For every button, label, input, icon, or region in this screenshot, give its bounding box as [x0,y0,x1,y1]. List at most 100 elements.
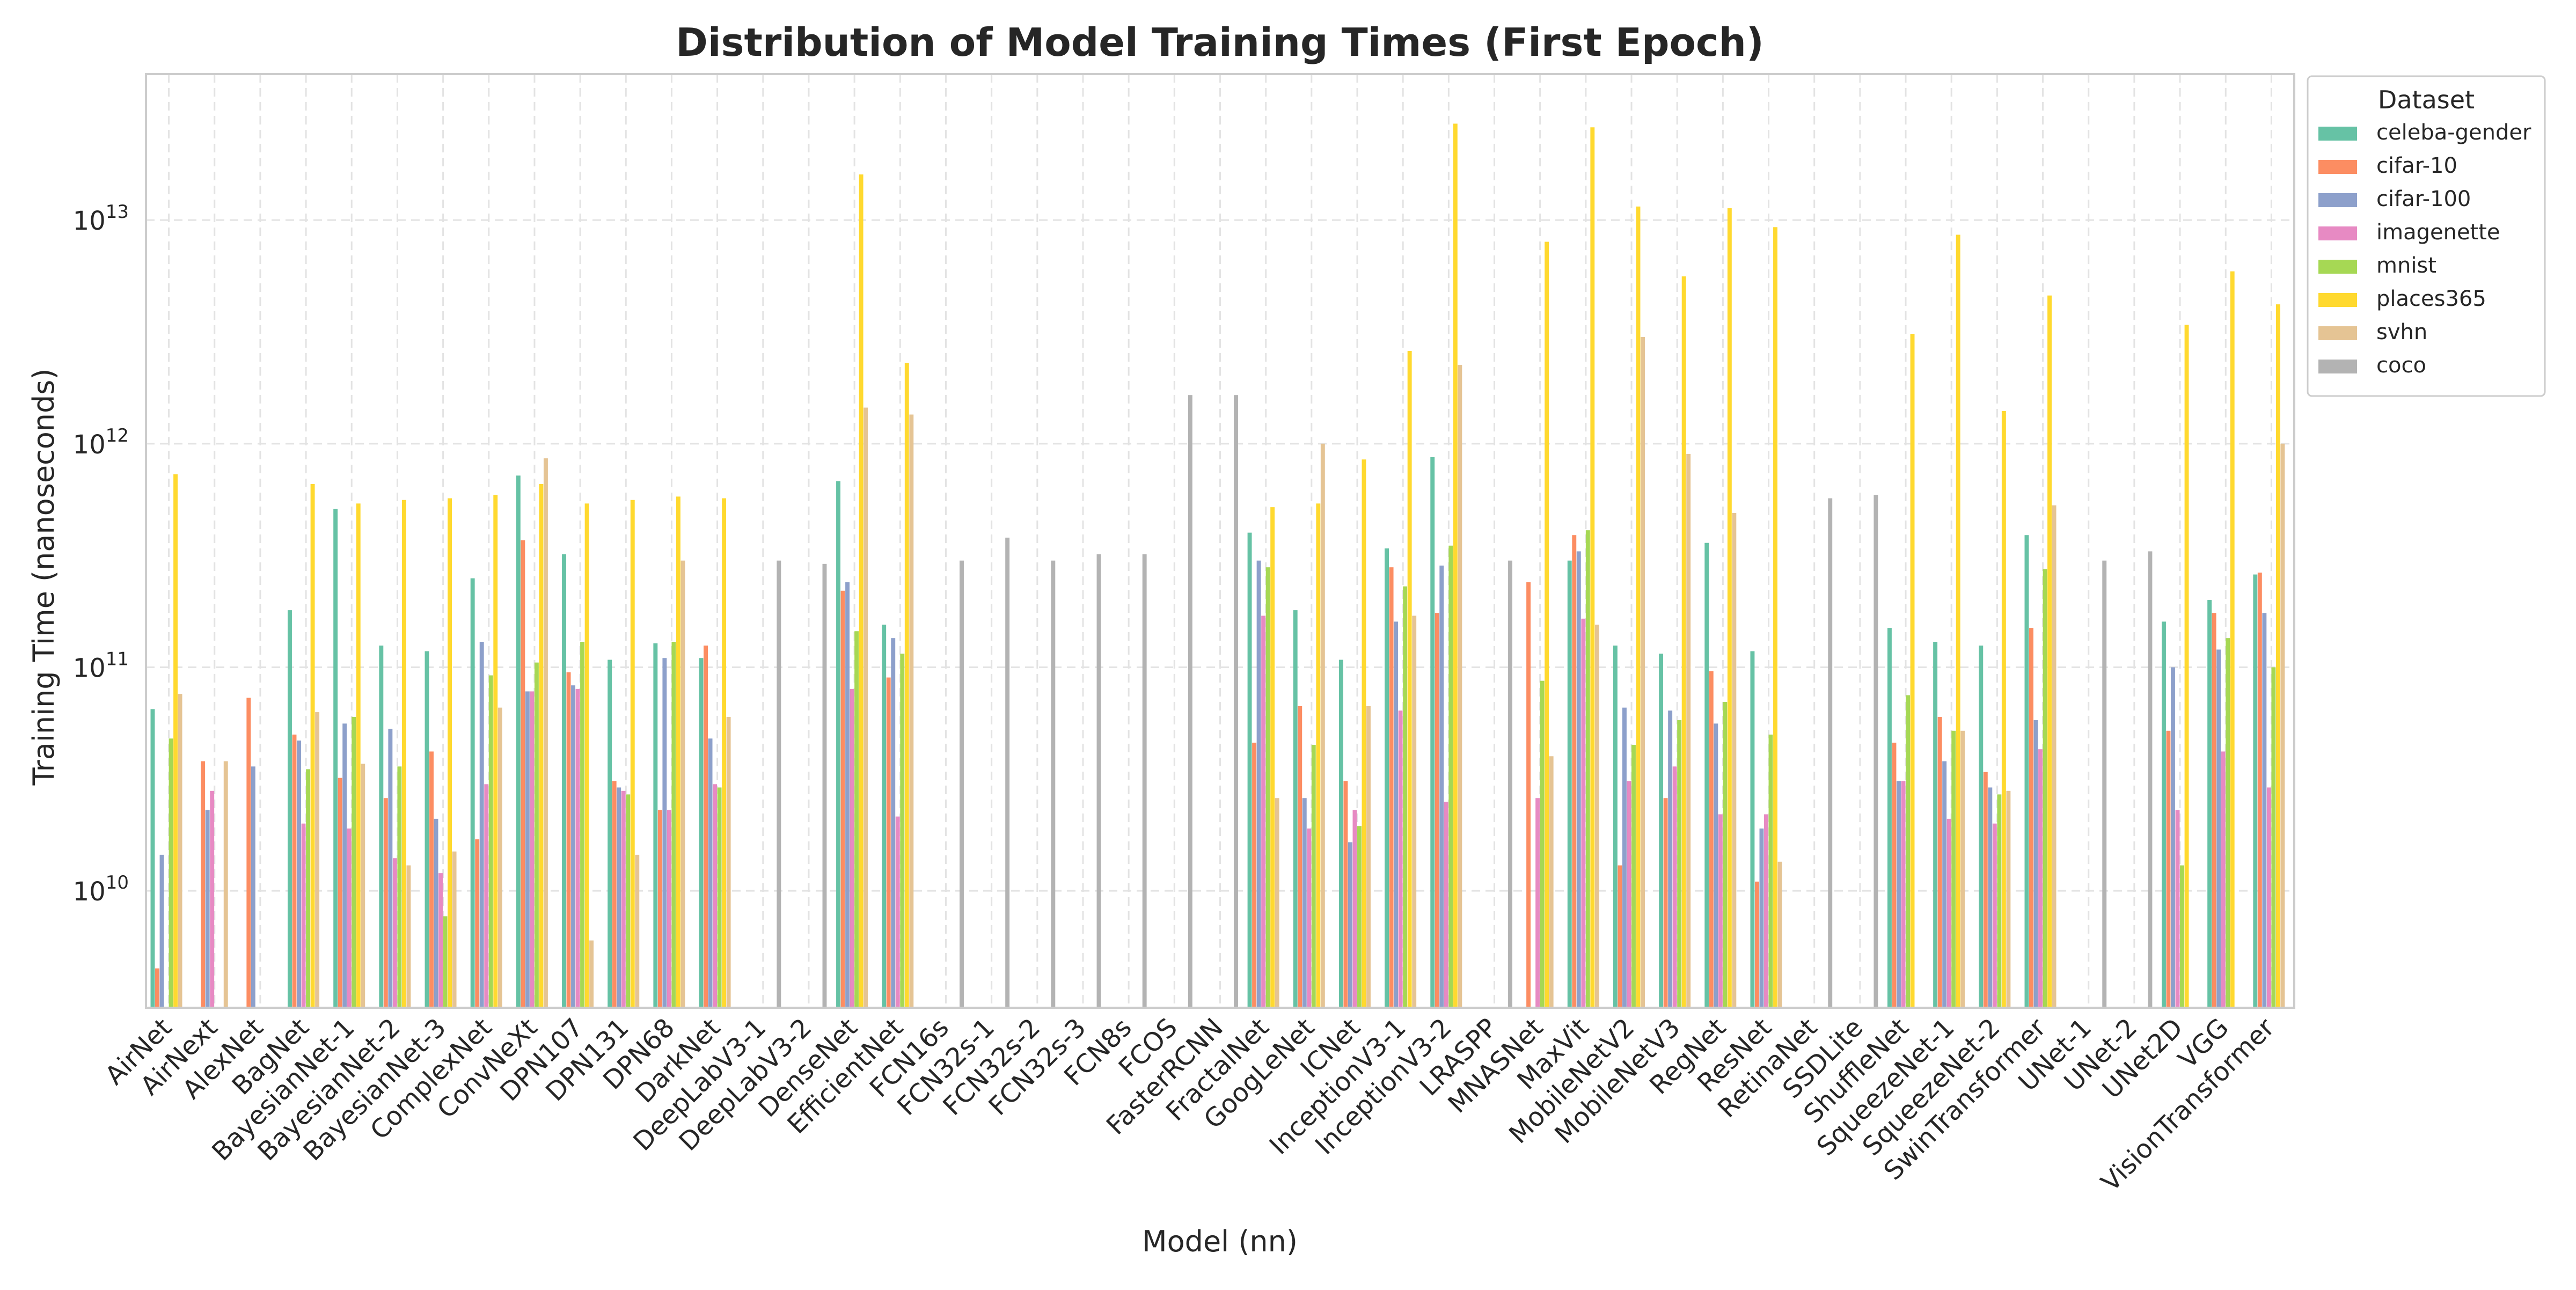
bar-mobilenetv3-imagenette [1672,766,1677,1008]
bar-retinanet-coco [1828,498,1833,1008]
bar-squeezenet-2-cifar-10 [1983,772,1988,1008]
bar-dpn131-imagenette [621,790,626,1008]
bar-darknet-mnist [717,787,722,1008]
bar-convnext-celeba-gender [516,475,521,1008]
legend-label-mnist: mnist [2376,253,2436,278]
bar-bagnet-svhn [315,712,320,1008]
bar-mobilenetv2-cifar-10 [1618,865,1622,1008]
bar-mobilenetv3-svhn [1686,453,1691,1008]
bar-squeezenet-2-cifar-100 [1988,787,1993,1008]
bar-bayesiannet-2-cifar-100 [388,729,393,1008]
bar-inceptionv3-2-celeba-gender [1430,457,1435,1008]
bar-googlenet-places365 [1316,503,1321,1008]
bar-dpn107-svhn [589,940,594,1008]
bar-maxvit-svhn [1594,625,1599,1008]
legend-label-coco: coco [2376,353,2426,378]
bar-regnet-svhn [1732,512,1737,1008]
bar-bayesiannet-2-celeba-gender [379,646,384,1008]
y-tick-label: 1012 [73,425,129,460]
bar-convnext-cifar-100 [525,691,530,1008]
bar-googlenet-cifar-100 [1302,798,1307,1008]
bar-bayesiannet-2-svhn [406,865,411,1008]
bar-swintransformer-celeba-gender [2024,535,2029,1008]
bar-densenet-mnist [854,631,859,1008]
bar-swintransformer-svhn [2052,505,2057,1008]
x-axis-label: Model (nn) [1142,1225,1298,1258]
bar-dpn68-cifar-100 [662,658,667,1008]
bar-bagnet-cifar-10 [292,734,297,1008]
bar-bayesiannet-3-imagenette [438,873,443,1008]
bar-squeezenet-2-svhn [2006,790,2011,1008]
bar-visiontransformer-mnist [2271,667,2276,1008]
legend-title: Dataset [2378,85,2475,114]
bar-mnasnet-cifar-10 [1526,582,1531,1008]
bar-efficientnet-svhn [909,414,914,1008]
bar-fractalnet-places365 [1270,507,1275,1008]
bar-bayesiannet-1-cifar-10 [338,778,342,1008]
bar-bayesiannet-3-mnist [443,916,448,1008]
y-tick-label: 1011 [73,648,129,683]
bar-deeplabv3-2-coco [822,563,827,1008]
bar-regnet-places365 [1727,208,1732,1008]
bar-mobilenetv3-cifar-10 [1663,798,1668,1008]
bar-fractalnet-mnist [1265,567,1270,1008]
bar-airnext-cifar-100 [205,810,210,1008]
bar-mobilenetv2-svhn [1641,337,1645,1008]
bar-airnet-celeba-gender [150,709,155,1008]
bar-deeplabv3-1-coco [777,560,781,1008]
bar-airnet-svhn [178,694,182,1008]
bar-icnet-mnist [1357,826,1362,1008]
y-tick-exponent: 12 [106,425,129,446]
y-tick-exponent: 10 [106,872,129,893]
bar-fcn32s-1-coco [1005,537,1010,1008]
bar-regnet-cifar-100 [1714,723,1718,1008]
bar-alexnet-cifar-100 [251,766,255,1008]
bar-dpn68-cifar-10 [657,810,662,1008]
bar-shufflenet-imagenette [1901,781,1906,1008]
bar-mobilenetv2-cifar-100 [1622,707,1627,1008]
bar-alexnet-cifar-10 [246,698,251,1008]
bar-swintransformer-cifar-100 [2033,720,2038,1008]
bar-fractalnet-svhn [1275,798,1279,1008]
y-tick-label: 1010 [73,872,129,907]
bar-mnasnet-mnist [1540,680,1545,1008]
bar-efficientnet-cifar-10 [886,677,891,1008]
bar-inceptionv3-1-cifar-10 [1389,567,1394,1008]
bar-densenet-imagenette [850,688,854,1008]
bar-bagnet-celeba-gender [288,610,292,1008]
y-tick-base: 10 [73,206,106,236]
bar-regnet-celeba-gender [1704,543,1709,1008]
bar-darknet-cifar-100 [708,738,713,1008]
bar-inceptionv3-2-places365 [1453,123,1458,1008]
bar-swintransformer-imagenette [2038,749,2043,1008]
bar-airnet-mnist [169,738,173,1008]
bar-dpn68-mnist [671,642,676,1008]
bar-airnet-places365 [173,474,178,1008]
bar-icnet-cifar-100 [1348,842,1352,1008]
bar-inceptionv3-1-cifar-100 [1394,621,1399,1008]
legend-swatch-cifar-100 [2318,193,2357,207]
bar-inceptionv3-2-mnist [1448,545,1453,1008]
bar-convnext-mnist [534,662,539,1008]
bar-vgg-cifar-100 [2216,649,2221,1008]
bar-mobilenetv2-places365 [1636,206,1641,1008]
legend-swatch-coco [2318,360,2357,373]
bar-bayesiannet-2-mnist [397,766,402,1008]
bar-dpn107-places365 [584,503,589,1008]
bar-mnasnet-places365 [1545,241,1549,1008]
bar-dpn68-celeba-gender [653,643,658,1008]
bar-bayesiannet-2-cifar-10 [383,798,388,1008]
bar-swintransformer-cifar-10 [2029,628,2033,1008]
bar-resnet-cifar-100 [1759,828,1764,1008]
bar-fractalnet-cifar-10 [1252,742,1257,1008]
legend-label-imagenette: imagenette [2376,220,2500,245]
chart-title: Distribution of Model Training Times (Fi… [676,20,1764,65]
bar-complexnet-svhn [497,707,502,1008]
bar-dpn131-celeba-gender [608,659,612,1008]
legend-label-cifar-10: cifar-10 [2376,153,2457,178]
y-tick-exponent: 11 [106,648,129,670]
bar-fcos-coco [1188,395,1192,1008]
bar-shufflenet-places365 [1910,334,1915,1008]
bar-vgg-mnist [2226,638,2230,1008]
